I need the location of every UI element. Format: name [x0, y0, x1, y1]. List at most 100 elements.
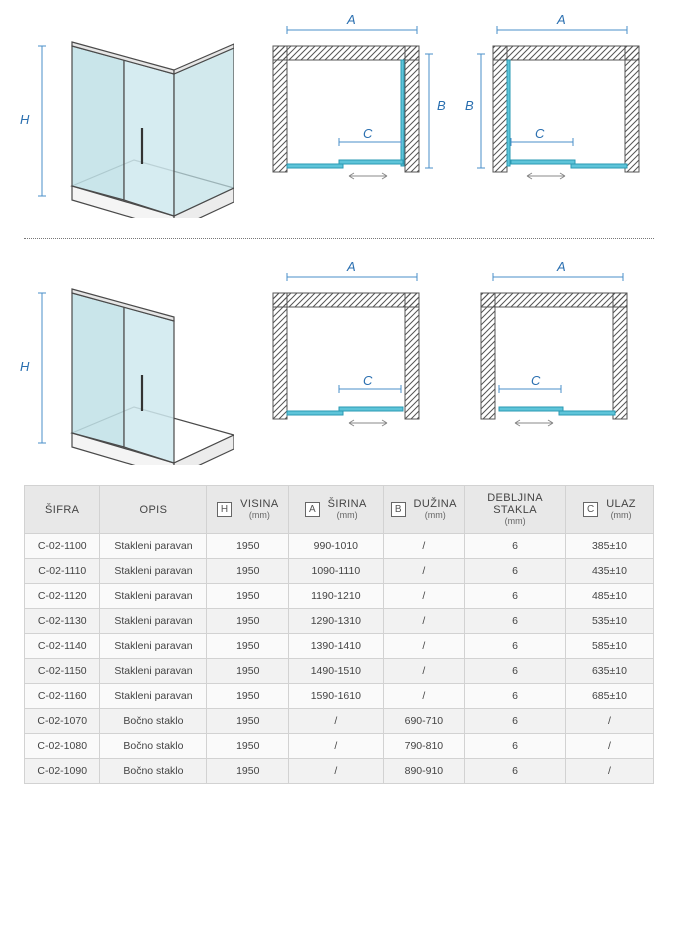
- label-B: B: [465, 98, 474, 113]
- cell-ulaz: 385±10: [565, 534, 653, 559]
- label-A: A: [347, 12, 356, 27]
- cell-debljina: 6: [465, 659, 566, 684]
- cell-debljina: 6: [465, 684, 566, 709]
- cell-sirina: 1590-1610: [289, 684, 383, 709]
- cell-sifra: C-02-1130: [25, 609, 100, 634]
- label-B: B: [437, 98, 446, 113]
- table-row: C-02-1100Stakleni paravan1950990-1010/63…: [25, 534, 654, 559]
- cell-sifra: C-02-1110: [25, 559, 100, 584]
- cell-visina: 1950: [207, 559, 289, 584]
- cell-visina: 1950: [207, 534, 289, 559]
- cell-visina: 1950: [207, 659, 289, 684]
- table-row: C-02-1150Stakleni paravan19501490-1510/6…: [25, 659, 654, 684]
- cell-duzina: /: [383, 609, 465, 634]
- cell-duzina: /: [383, 584, 465, 609]
- cell-sirina: 1090-1110: [289, 559, 383, 584]
- cell-visina: 1950: [207, 684, 289, 709]
- plan-diagram-1a: A B C: [259, 18, 444, 198]
- cell-sirina: 1390-1410: [289, 634, 383, 659]
- cell-debljina: 6: [465, 584, 566, 609]
- cell-visina: 1950: [207, 709, 289, 734]
- cell-ulaz: 535±10: [565, 609, 653, 634]
- table-row: C-02-1140Stakleni paravan19501390-1410/6…: [25, 634, 654, 659]
- cell-opis: Stakleni paravan: [100, 584, 207, 609]
- cell-duzina: 890-910: [383, 759, 465, 784]
- cell-sirina: 1490-1510: [289, 659, 383, 684]
- cell-visina: 1950: [207, 634, 289, 659]
- table-row: C-02-1160Stakleni paravan19501590-1610/6…: [25, 684, 654, 709]
- section-divider: [24, 238, 654, 239]
- cell-debljina: 6: [465, 734, 566, 759]
- iso-diagram-1: H: [24, 18, 234, 218]
- cell-visina: 1950: [207, 584, 289, 609]
- cell-sifra: C-02-1080: [25, 734, 100, 759]
- cell-ulaz: 585±10: [565, 634, 653, 659]
- cell-ulaz: /: [565, 709, 653, 734]
- cell-opis: Stakleni paravan: [100, 659, 207, 684]
- label-A: A: [347, 259, 356, 274]
- cell-opis: Bočno staklo: [100, 734, 207, 759]
- cell-ulaz: 685±10: [565, 684, 653, 709]
- cell-debljina: 6: [465, 634, 566, 659]
- cell-visina: 1950: [207, 759, 289, 784]
- cell-visina: 1950: [207, 734, 289, 759]
- cell-ulaz: 635±10: [565, 659, 653, 684]
- cell-sifra: C-02-1140: [25, 634, 100, 659]
- table-row: C-02-1090Bočno staklo1950/890-9106/: [25, 759, 654, 784]
- cell-sirina: 1190-1210: [289, 584, 383, 609]
- cell-sirina: /: [289, 734, 383, 759]
- cell-opis: Bočno staklo: [100, 759, 207, 784]
- table-row: C-02-1110Stakleni paravan19501090-1110/6…: [25, 559, 654, 584]
- cell-sifra: C-02-1090: [25, 759, 100, 784]
- label-A: A: [557, 259, 566, 274]
- cell-sirina: /: [289, 759, 383, 784]
- label-H: H: [20, 112, 29, 127]
- th-sirina: A ŠIRINA(mm): [289, 486, 383, 534]
- cell-duzina: /: [383, 684, 465, 709]
- cell-debljina: 6: [465, 534, 566, 559]
- cell-duzina: 790-810: [383, 734, 465, 759]
- cell-sifra: C-02-1070: [25, 709, 100, 734]
- cell-ulaz: 435±10: [565, 559, 653, 584]
- label-C: C: [363, 373, 372, 388]
- cell-duzina: /: [383, 534, 465, 559]
- label-A: A: [557, 12, 566, 27]
- cell-debljina: 6: [465, 759, 566, 784]
- plan-diagram-1b: A B C: [469, 18, 654, 198]
- th-ulaz: C ULAZ(mm): [565, 486, 653, 534]
- cell-opis: Stakleni paravan: [100, 684, 207, 709]
- cell-ulaz: /: [565, 759, 653, 784]
- diagram-row-1: H: [24, 18, 654, 218]
- label-C: C: [363, 126, 372, 141]
- table-row: C-02-1130Stakleni paravan19501290-1310/6…: [25, 609, 654, 634]
- th-visina: H VISINA(mm): [207, 486, 289, 534]
- cell-opis: Stakleni paravan: [100, 609, 207, 634]
- cell-duzina: 690-710: [383, 709, 465, 734]
- cell-visina: 1950: [207, 609, 289, 634]
- cell-duzina: /: [383, 659, 465, 684]
- cell-sirina: 1290-1310: [289, 609, 383, 634]
- cell-debljina: 6: [465, 559, 566, 584]
- table-row: C-02-1070Bočno staklo1950/690-7106/: [25, 709, 654, 734]
- iso-diagram-2: H: [24, 265, 234, 465]
- label-C: C: [535, 126, 544, 141]
- cell-opis: Stakleni paravan: [100, 534, 207, 559]
- cell-sifra: C-02-1160: [25, 684, 100, 709]
- plan-diagram-2a: A C: [259, 265, 444, 445]
- cell-debljina: 6: [465, 609, 566, 634]
- cell-sifra: C-02-1100: [25, 534, 100, 559]
- cell-sirina: /: [289, 709, 383, 734]
- cell-ulaz: 485±10: [565, 584, 653, 609]
- label-C: C: [531, 373, 540, 388]
- cell-duzina: /: [383, 634, 465, 659]
- th-sifra: ŠIFRA: [25, 486, 100, 534]
- th-opis: OPIS: [100, 486, 207, 534]
- cell-opis: Stakleni paravan: [100, 634, 207, 659]
- cell-ulaz: /: [565, 734, 653, 759]
- diagram-row-2: H A C: [24, 265, 654, 465]
- cell-duzina: /: [383, 559, 465, 584]
- table-row: C-02-1120Stakleni paravan19501190-1210/6…: [25, 584, 654, 609]
- th-duzina: B DUŽINA(mm): [383, 486, 465, 534]
- cell-sirina: 990-1010: [289, 534, 383, 559]
- label-H: H: [20, 359, 29, 374]
